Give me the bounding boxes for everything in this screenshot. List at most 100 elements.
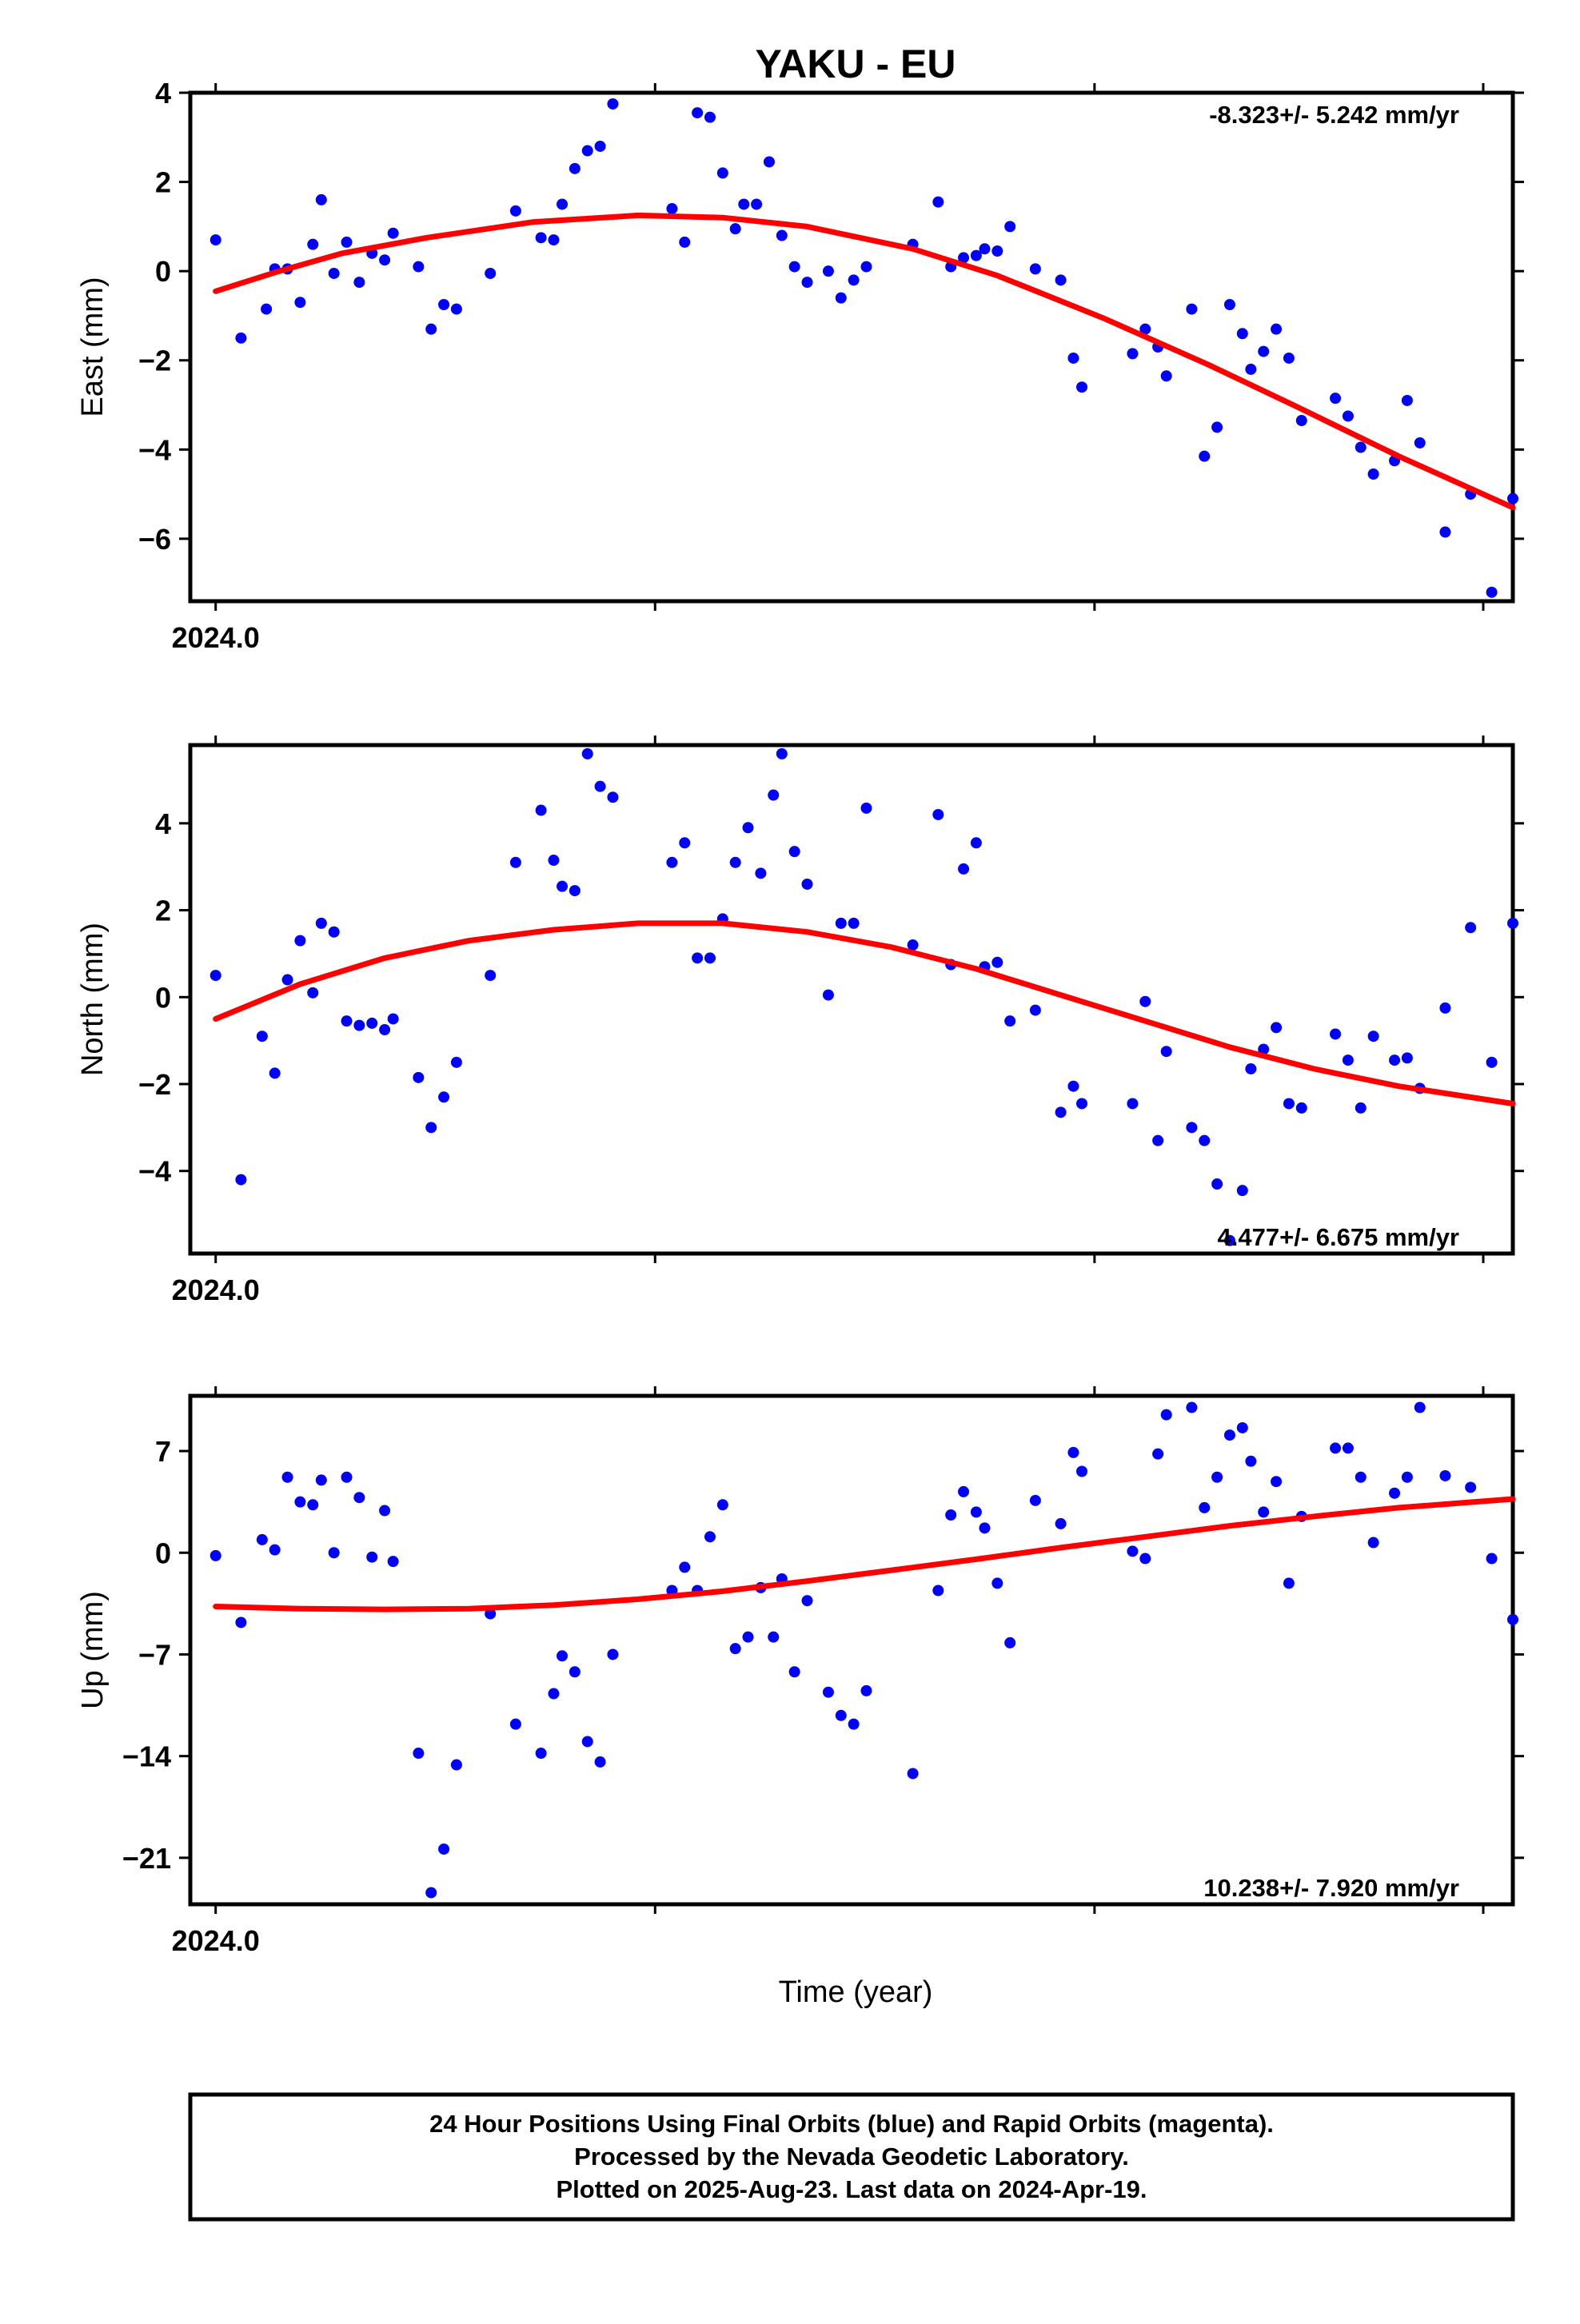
north-data-point [438, 1091, 450, 1103]
east-x-tick-label: 2024.0 [172, 621, 260, 654]
east-data-point [341, 236, 353, 248]
north-data-point [1211, 1178, 1223, 1190]
north-data-point [535, 804, 547, 816]
up-data-point [979, 1522, 991, 1534]
up-data-point [1029, 1494, 1041, 1506]
east-data-point [1355, 441, 1367, 453]
east-data-point [581, 145, 593, 157]
east-data-point [835, 292, 847, 304]
north-data-point [1439, 1002, 1451, 1014]
north-data-point [328, 926, 340, 938]
chart-title: YAKU - EU [756, 42, 956, 86]
east-data-point [307, 238, 319, 250]
north-data-point [907, 939, 919, 951]
north-data-point [307, 987, 319, 999]
north-data-point [1127, 1098, 1139, 1110]
up-data-point [1258, 1506, 1270, 1518]
north-data-point [1295, 1102, 1307, 1114]
east-data-point [1139, 323, 1151, 335]
footer-line-2: Processed by the Nevada Geodetic Laborat… [574, 2143, 1129, 2171]
east-y-axis-label: East (mm) [76, 277, 110, 417]
up-data-point [387, 1556, 399, 1568]
up-data-point [557, 1650, 569, 1662]
north-data-point [1258, 1043, 1270, 1055]
up-data-point [932, 1585, 944, 1597]
up-data-point [548, 1688, 560, 1700]
east-data-point [801, 277, 813, 289]
up-data-point [366, 1551, 378, 1563]
north-fit-line [213, 920, 1516, 1106]
up-data-point [945, 1509, 957, 1521]
east-data-point [569, 162, 581, 174]
up-plot-frame [188, 1393, 1515, 1907]
east-data-point [788, 261, 800, 273]
east-data-point [716, 167, 728, 179]
east-data-point [979, 243, 991, 255]
east-data-point [932, 196, 944, 208]
north-data-point [1465, 922, 1477, 934]
north-data-point [294, 935, 306, 947]
up-data-point [1055, 1517, 1067, 1529]
up-data-point [1355, 1471, 1367, 1483]
north-data-point [450, 1056, 462, 1068]
east-data-point [1414, 436, 1426, 448]
up-data-point [958, 1485, 970, 1497]
north-data-point [315, 917, 327, 929]
up-x-tick-label: 2024.0 [172, 1924, 260, 1957]
north-data-point [509, 856, 521, 868]
north-data-point [1223, 1234, 1235, 1246]
east-y-tick-label: −6 [138, 523, 171, 556]
north-data-point [1152, 1134, 1164, 1146]
up-data-point [438, 1843, 450, 1855]
footer-box: 24 Hour Positions Using Final Orbits (bl… [188, 2092, 1515, 2222]
up-data-point [581, 1736, 593, 1748]
up-data-point [1186, 1401, 1198, 1413]
up-data-point [1465, 1481, 1477, 1493]
east-data-point [1486, 586, 1498, 598]
north-data-point [958, 863, 970, 875]
north-y-axis-label: North (mm) [76, 923, 110, 1076]
east-data-point [1199, 450, 1211, 462]
up-data-point [256, 1533, 268, 1545]
up-data-point [535, 1748, 547, 1760]
east-data-point [751, 198, 763, 210]
up-data-point [1367, 1537, 1379, 1549]
up-data-point [1152, 1448, 1164, 1460]
east-plot-frame [188, 90, 1515, 604]
east-data-point [1271, 323, 1283, 335]
up-data-point [485, 1608, 497, 1620]
up-y-tick-label: −14 [122, 1740, 171, 1773]
east-y-tick-label: 4 [155, 77, 171, 110]
north-data-point [679, 837, 691, 849]
north-data-point [1271, 1022, 1283, 1034]
east-data-point [1160, 370, 1172, 382]
up-data-point [1401, 1471, 1413, 1483]
east-data-point [261, 303, 273, 315]
north-y-tick-label: −2 [138, 1068, 171, 1101]
up-y-axis-label: Up (mm) [76, 1591, 110, 1709]
east-data-point [315, 193, 327, 205]
north-data-point [594, 780, 606, 792]
up-data-point [1507, 1613, 1518, 1625]
east-y-tick-label: 0 [155, 255, 171, 288]
east-data-point [485, 267, 497, 279]
up-data-point [1075, 1465, 1087, 1477]
north-data-point [366, 1017, 378, 1029]
east-data-point [1067, 352, 1079, 364]
up-y-tick-label: −21 [122, 1842, 171, 1875]
north-data-point [256, 1030, 268, 1042]
north-data-point [1330, 1028, 1342, 1040]
up-data-point [1342, 1442, 1354, 1454]
up-data-point [716, 1499, 728, 1511]
east-data-point [991, 245, 1003, 257]
up-data-point [1199, 1501, 1211, 1513]
up-data-point [1283, 1577, 1295, 1589]
up-data-point [1330, 1442, 1342, 1454]
north-data-point [692, 952, 704, 964]
north-data-point [485, 970, 497, 982]
north-data-point [387, 1013, 399, 1025]
up-data-point [379, 1505, 391, 1517]
